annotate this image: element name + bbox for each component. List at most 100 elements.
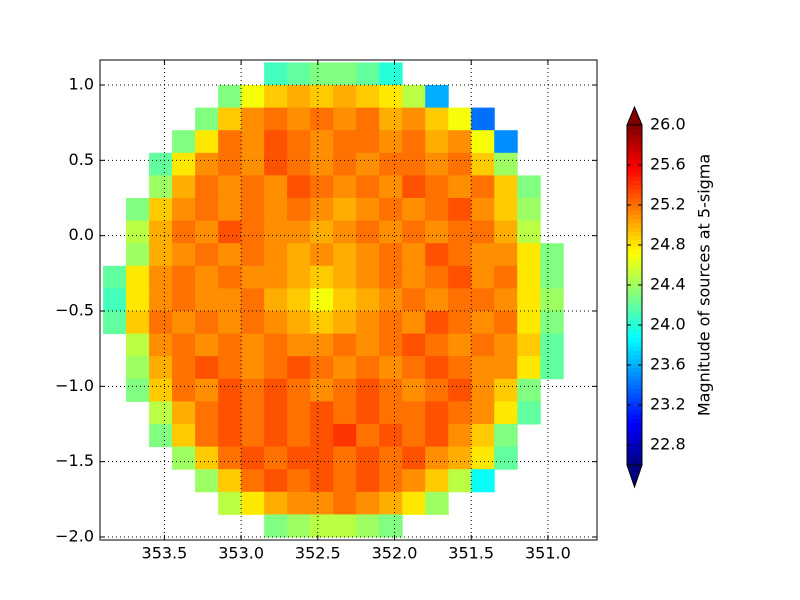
heatmap-cell xyxy=(241,243,265,267)
heatmap-cell xyxy=(264,333,288,357)
heatmap-cell xyxy=(218,265,242,289)
colorbar-swatch xyxy=(627,295,642,300)
y-tick-label: −0.5 xyxy=(55,300,94,319)
colorbar-swatch xyxy=(627,426,642,432)
heatmap-cell xyxy=(149,356,173,380)
heatmap-cell xyxy=(241,469,265,493)
heatmap-cell xyxy=(356,333,380,357)
heatmap-cell xyxy=(448,198,472,222)
heatmap-cell xyxy=(149,175,173,199)
heatmap-cell xyxy=(517,265,541,289)
heatmap-cell xyxy=(195,107,219,131)
heatmap-cell xyxy=(333,62,357,86)
heatmap-cell xyxy=(172,333,196,357)
heatmap-cell xyxy=(356,265,380,289)
x-tick-label: 352.5 xyxy=(295,544,341,563)
heatmap-cell xyxy=(172,198,196,222)
colorbar-swatch xyxy=(627,290,642,296)
heatmap-cell xyxy=(379,85,403,109)
heatmap-cell xyxy=(402,378,426,402)
colorbar-swatch xyxy=(627,261,642,266)
heatmap-cell xyxy=(172,310,196,335)
heatmap-cell xyxy=(218,423,242,448)
heatmap-cell xyxy=(218,333,242,357)
heatmap-cell xyxy=(195,310,219,335)
heatmap-cell xyxy=(448,175,472,199)
colorbar-swatch xyxy=(627,380,642,385)
heatmap-cell xyxy=(195,401,219,425)
heatmap-cell xyxy=(379,175,403,199)
heatmap-cell xyxy=(425,446,449,470)
heatmap-cell xyxy=(540,333,564,357)
heatmap-cell xyxy=(494,446,518,470)
heatmap-cell xyxy=(356,107,380,131)
heatmap-cell xyxy=(241,107,265,131)
colorbar-swatch xyxy=(627,363,642,368)
heatmap-cell xyxy=(287,107,311,131)
heatmap-cell xyxy=(425,175,449,199)
heatmap-cell xyxy=(195,220,219,244)
heatmap-cell xyxy=(471,446,495,470)
colorbar-swatch xyxy=(627,307,642,313)
heatmap-cell xyxy=(333,310,357,335)
heatmap-cell xyxy=(241,401,265,425)
heatmap-cell xyxy=(333,220,357,244)
heatmap-cell xyxy=(264,491,288,515)
heatmap-cell xyxy=(356,220,380,244)
heatmap-cell xyxy=(517,333,541,357)
heatmap-cell xyxy=(195,265,219,289)
heatmap-cell xyxy=(402,333,426,357)
colorbar-swatch xyxy=(627,346,642,351)
heatmap-cell xyxy=(517,288,541,312)
heatmap-cell xyxy=(494,265,518,289)
heatmap-cell xyxy=(471,378,495,402)
heatmap-cell xyxy=(425,198,449,222)
heatmap-cell xyxy=(379,288,403,312)
heatmap-cell xyxy=(241,152,265,176)
heatmap-cell xyxy=(264,62,288,86)
colorbar-swatch xyxy=(627,431,642,436)
colorbar-swatch xyxy=(627,286,642,292)
heatmap-cell xyxy=(149,378,173,402)
heatmap-cell xyxy=(126,288,150,312)
colorbar-swatch xyxy=(627,146,642,152)
heatmap-cell xyxy=(448,152,472,176)
heatmap-cell xyxy=(448,220,472,244)
colorbar-swatch xyxy=(627,299,642,305)
heatmap-cell xyxy=(195,198,219,222)
heatmap-cell xyxy=(287,356,311,380)
colorbar-swatch xyxy=(627,205,642,211)
y-tick-label: 0.0 xyxy=(69,225,94,244)
heatmap-cell xyxy=(448,378,472,402)
colorbar-swatch xyxy=(627,312,642,317)
heatmap-cell xyxy=(494,130,518,154)
heatmap-cell xyxy=(241,85,265,109)
heatmap-cell xyxy=(471,401,495,425)
heatmap-cell xyxy=(287,152,311,176)
heatmap-cell xyxy=(540,310,564,335)
heatmap-cell xyxy=(379,198,403,222)
heatmap-cell xyxy=(494,423,518,448)
colorbar-swatch xyxy=(627,367,642,373)
heatmap-cell xyxy=(425,423,449,448)
heatmap-cell xyxy=(379,130,403,154)
heatmap-cell xyxy=(218,310,242,335)
heatmap-cell xyxy=(333,130,357,154)
colorbar-swatch xyxy=(627,448,642,453)
heatmap-cell xyxy=(149,333,173,357)
heatmap-cell xyxy=(379,356,403,380)
colorbar-swatch xyxy=(627,358,642,364)
heatmap-cell xyxy=(195,356,219,380)
x-tick-label: 351.5 xyxy=(448,544,494,563)
heatmap-cell xyxy=(402,265,426,289)
heatmap-cell xyxy=(241,310,265,335)
x-tick-label: 353.5 xyxy=(142,544,188,563)
heatmap-cell xyxy=(287,85,311,109)
heatmap-cell xyxy=(425,243,449,267)
heatmap-cell xyxy=(402,220,426,244)
heatmap-cell xyxy=(540,288,564,312)
heatmap-cell xyxy=(264,175,288,199)
heatmap-cell xyxy=(126,310,150,335)
heatmap-cell xyxy=(333,107,357,131)
